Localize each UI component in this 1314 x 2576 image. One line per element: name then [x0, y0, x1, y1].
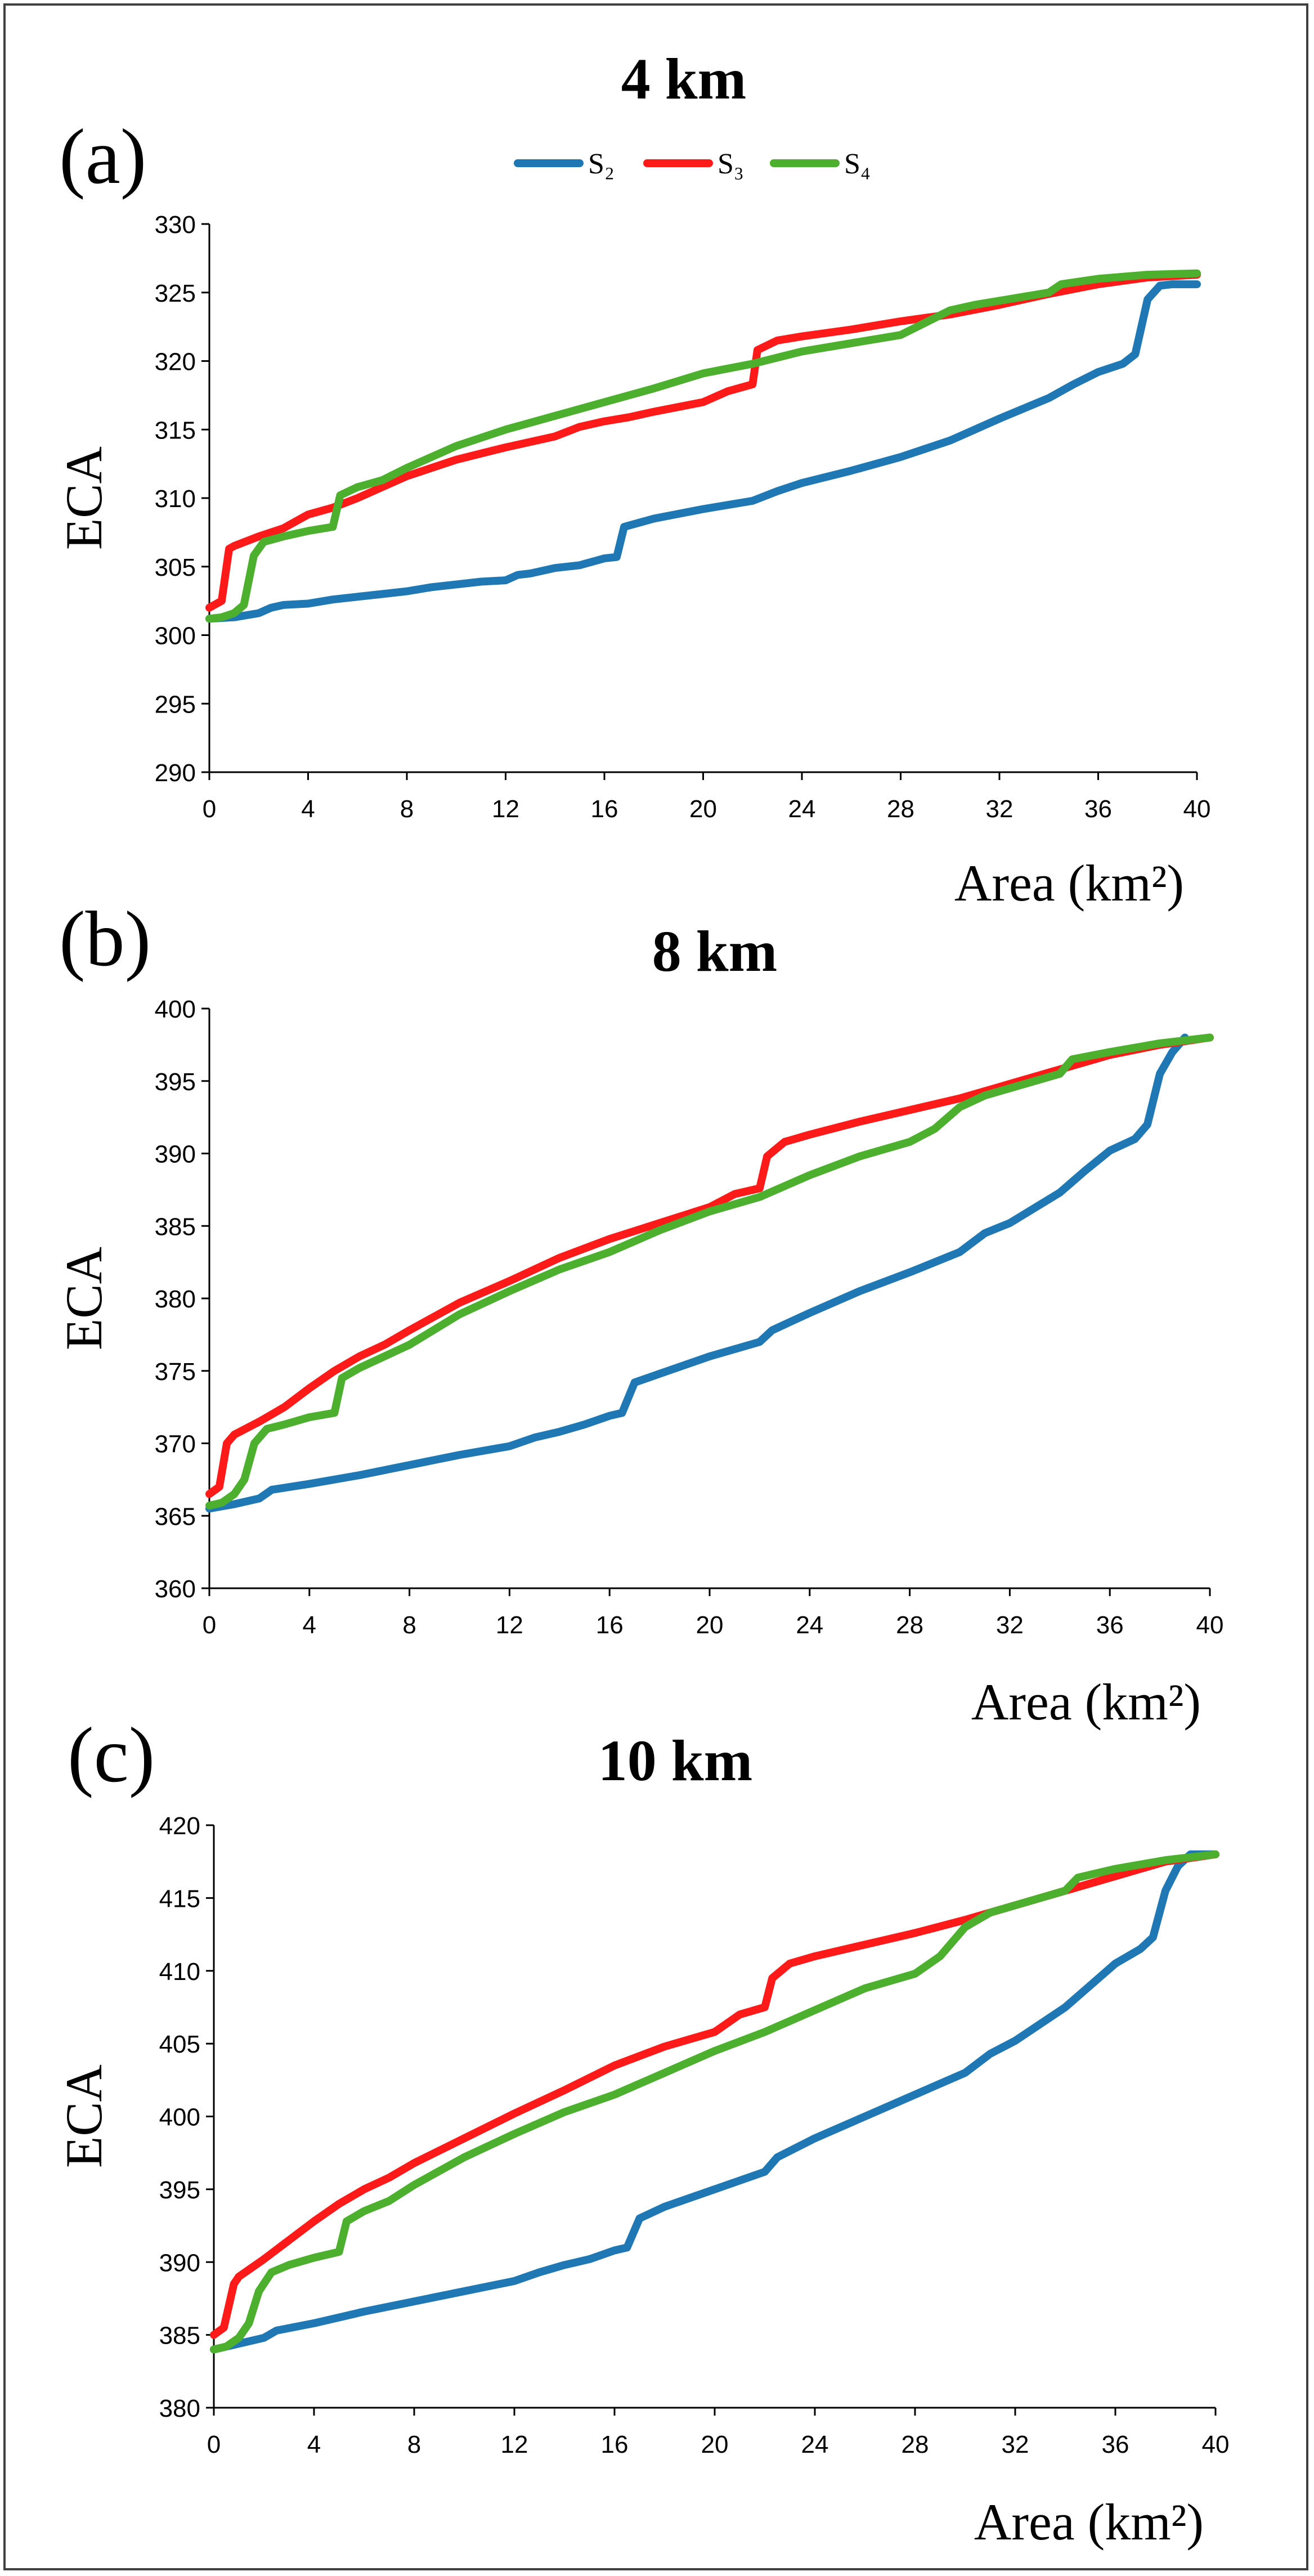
y-tick-label: 375: [155, 1358, 196, 1386]
x-tick-label: 12: [501, 2431, 528, 2458]
y-tick-label: 390: [155, 1141, 196, 1168]
x-tick-label: 8: [407, 2431, 421, 2458]
legend-label-s4: S₄: [844, 148, 871, 180]
y-tick-label: 385: [155, 1213, 196, 1240]
chart-panel-b: 8 km (b) 360 365 370 375 380 385 390 395 400 0 4 8 12 1…: [55, 895, 1223, 1731]
series-line-s2: [205, 1033, 1189, 1513]
x-tick-label: 32: [1002, 2431, 1029, 2458]
y-tick-label: 305: [155, 554, 196, 581]
series-line-s2: [210, 1850, 1219, 2354]
chart-panel-a: 4 km (a) 290 295 300 305 310 315 320 325 330 0 4 8 12 1…: [55, 47, 1210, 912]
y-tick-label: 365: [155, 1503, 196, 1530]
series-line-s3: [205, 271, 1201, 612]
x-tick-label: 12: [496, 1611, 523, 1639]
x-tick-label: 24: [801, 2431, 829, 2458]
chart-title: 4 km: [621, 47, 746, 111]
series-line-s3: [210, 1850, 1219, 2339]
series-line-s2: [205, 280, 1201, 623]
x-axis-label: Area (km²): [974, 2493, 1204, 2551]
y-tick-label: 400: [155, 996, 196, 1023]
y-tick-label: 310: [155, 485, 196, 513]
x-tick-label: 16: [596, 1611, 624, 1639]
x-tick-label: 32: [986, 795, 1013, 823]
y-tick-label: 315: [155, 416, 196, 444]
x-tick-label: 0: [203, 795, 216, 823]
y-tick-label: 390: [159, 2249, 200, 2277]
panel-letter: (b): [59, 895, 151, 983]
y-tick-label: 395: [159, 2176, 200, 2204]
x-tick-label: 28: [902, 2431, 929, 2458]
legend: S₂ S₃ S₄: [514, 148, 871, 180]
x-tick-label: 4: [307, 2431, 321, 2458]
x-tick-label: 0: [203, 1611, 216, 1639]
y-axis-label: ECA: [55, 446, 113, 550]
y-tick-label: 385: [159, 2322, 200, 2350]
chart-title: 10 km: [598, 1728, 752, 1793]
x-tick-label: 4: [301, 795, 315, 823]
x-tick-label: 16: [601, 2431, 629, 2458]
y-tick-label: 320: [155, 348, 196, 376]
y-tick-label: 295: [155, 691, 196, 718]
x-tick-label: 8: [402, 1611, 416, 1639]
y-tick-label: 380: [159, 2395, 200, 2422]
y-tick-label: 380: [155, 1285, 196, 1313]
x-axis-label: Area (km²): [971, 1673, 1201, 1731]
y-tick-label: 415: [159, 1885, 200, 1912]
x-axis-label: Area (km²): [954, 854, 1184, 912]
panel-letter: (a): [59, 113, 146, 200]
chart-title: 8 km: [652, 919, 777, 984]
y-tick-label: 400: [159, 2104, 200, 2131]
x-tick-label: 20: [701, 2431, 729, 2458]
x-tick-label: 28: [887, 795, 914, 823]
chart-panel-c: 10 km (c) 380 385 390 395 400 405 410 415 420 0 4 8 12…: [55, 1712, 1229, 2551]
y-tick-label: 300: [155, 622, 196, 650]
x-tick-label: 8: [400, 795, 414, 823]
series-line-s4: [205, 1033, 1214, 1510]
y-tick-label: 360: [155, 1575, 196, 1603]
y-tick-label: 370: [155, 1431, 196, 1458]
y-tick-label: 290: [155, 759, 196, 787]
x-tick-label: 24: [796, 1611, 823, 1639]
series-line-s3: [205, 1033, 1214, 1498]
y-tick-label: 410: [159, 1958, 200, 1986]
panel-letter: (c): [68, 1712, 155, 1799]
y-axis-label: ECA: [55, 1247, 113, 1350]
x-tick-label: 40: [1196, 1611, 1224, 1639]
x-tick-label: 32: [996, 1611, 1024, 1639]
x-tick-label: 36: [1084, 795, 1112, 823]
x-tick-label: 40: [1183, 795, 1211, 823]
y-tick-label: 420: [159, 1812, 200, 1840]
series-line-s4: [205, 269, 1201, 623]
legend-label-s3: S₃: [717, 148, 744, 180]
y-tick-label: 325: [155, 280, 196, 307]
y-tick-label: 405: [159, 2031, 200, 2058]
x-tick-label: 20: [696, 1611, 724, 1639]
x-tick-label: 0: [207, 2431, 221, 2458]
x-tick-label: 28: [896, 1611, 923, 1639]
figure-frame: [3, 3, 1308, 2570]
x-tick-label: 20: [689, 795, 717, 823]
x-tick-label: 12: [492, 795, 519, 823]
x-tick-label: 24: [788, 795, 816, 823]
y-tick-label: 330: [155, 211, 196, 239]
x-tick-label: 40: [1202, 2431, 1230, 2458]
series-line-s4: [210, 1850, 1219, 2354]
x-tick-label: 16: [591, 795, 618, 823]
y-axis-label: ECA: [55, 2064, 113, 2168]
legend-label-s2: S₂: [588, 148, 615, 180]
y-tick-label: 395: [155, 1068, 196, 1096]
x-tick-label: 4: [303, 1611, 316, 1639]
x-tick-label: 36: [1096, 1611, 1124, 1639]
x-tick-label: 36: [1102, 2431, 1129, 2458]
